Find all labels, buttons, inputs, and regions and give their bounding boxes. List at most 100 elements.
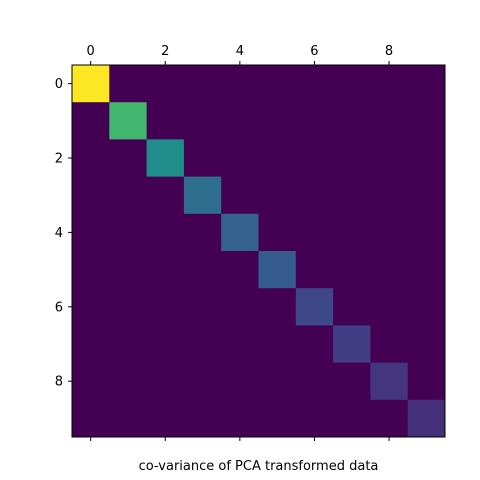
heatmap-cell-0-6 — [295, 65, 334, 103]
heatmap-cell-5-5 — [258, 251, 297, 289]
heatmap-cell-5-2 — [146, 251, 185, 289]
heatmap-cell-7-4 — [221, 325, 259, 364]
heatmap-cell-6-9 — [407, 288, 446, 326]
y-axis-ticks: 0 2 4 6 8 — [55, 77, 72, 390]
heatmap-cell-8-4 — [221, 362, 259, 401]
heatmap-cell-7-9 — [407, 325, 446, 364]
heatmap-cell-9-7 — [333, 399, 371, 438]
heatmap-cell-4-5 — [258, 213, 297, 252]
heatmap-cell-0-0 — [72, 65, 110, 103]
heatmap-cell-8-6 — [295, 362, 334, 401]
heatmap-cell-9-4 — [221, 399, 259, 438]
heatmap-cell-6-4 — [221, 288, 259, 326]
heatmap-cell-5-3 — [183, 251, 222, 289]
heatmap-cell-5-1 — [109, 251, 148, 289]
heatmap-cell-9-1 — [109, 399, 148, 438]
y-tick-label: 4 — [55, 226, 63, 241]
heatmap-cell-9-9 — [407, 399, 446, 438]
heatmap-cell-1-9 — [407, 102, 446, 140]
heatmap-cell-6-2 — [146, 288, 185, 326]
heatmap-cell-1-7 — [333, 102, 371, 140]
heatmap-cell-1-5 — [258, 102, 297, 140]
heatmap-cell-3-4 — [221, 176, 259, 215]
heatmap-cell-2-2 — [146, 139, 185, 178]
heatmap-cell-5-7 — [333, 251, 371, 289]
heatmap-cell-1-8 — [370, 102, 409, 140]
heatmap-cell-2-7 — [333, 139, 371, 178]
heatmap-cell-3-5 — [258, 176, 297, 215]
heatmap-cell-2-1 — [109, 139, 148, 178]
heatmap-cell-4-4 — [221, 213, 259, 252]
heatmap-cell-9-2 — [146, 399, 185, 438]
heatmap-cell-2-8 — [370, 139, 409, 178]
heatmap-cell-5-9 — [407, 251, 446, 289]
heatmap-cell-4-8 — [370, 213, 409, 252]
heatmap-cell-2-9 — [407, 139, 446, 178]
heatmap-cell-4-1 — [109, 213, 148, 252]
heatmap-cell-3-2 — [146, 176, 185, 215]
x-tick-label: 2 — [161, 44, 169, 59]
heatmap-cell-1-6 — [295, 102, 334, 140]
heatmap-cell-0-5 — [258, 65, 297, 103]
heatmap-cell-0-9 — [407, 65, 446, 103]
heatmap-cell-7-0 — [72, 325, 110, 364]
heatmap-cell-8-3 — [183, 362, 222, 401]
heatmap-cell-0-8 — [370, 65, 409, 103]
y-tick-label: 0 — [55, 77, 63, 92]
heatmap-cell-2-3 — [183, 139, 222, 178]
heatmap-cell-4-9 — [407, 213, 446, 252]
heatmap-cell-0-2 — [146, 65, 185, 103]
heatmap-cell-9-8 — [370, 399, 409, 438]
heatmap-cell-1-3 — [183, 102, 222, 140]
heatmap-cell-7-5 — [258, 325, 297, 364]
heatmap-cell-8-9 — [407, 362, 446, 401]
heatmap-cell-7-7 — [333, 325, 371, 364]
heatmap-cells — [72, 65, 446, 438]
heatmap-cell-8-8 — [370, 362, 409, 401]
heatmap-cell-4-2 — [146, 213, 185, 252]
heatmap-cell-8-1 — [109, 362, 148, 401]
heatmap-cell-4-0 — [72, 213, 110, 252]
heatmap-cell-2-6 — [295, 139, 334, 178]
heatmap-cell-9-3 — [183, 399, 222, 438]
heatmap-cell-0-7 — [333, 65, 371, 103]
heatmap-cell-6-1 — [109, 288, 148, 326]
heatmap-cell-3-3 — [183, 176, 222, 215]
heatmap-cell-4-6 — [295, 213, 334, 252]
heatmap-cell-3-8 — [370, 176, 409, 215]
heatmap-cell-3-9 — [407, 176, 446, 215]
x-axis-ticks: 0 2 4 6 8 — [87, 44, 393, 441]
heatmap-cell-3-6 — [295, 176, 334, 215]
heatmap-cell-9-0 — [72, 399, 110, 438]
x-tick-label: 8 — [385, 44, 393, 59]
heatmap-cell-4-7 — [333, 213, 371, 252]
heatmap-cell-5-8 — [370, 251, 409, 289]
y-tick-label: 8 — [55, 375, 63, 390]
heatmap-cell-1-2 — [146, 102, 185, 140]
heatmap-cell-5-0 — [72, 251, 110, 289]
heatmap-cell-2-0 — [72, 139, 110, 178]
heatmap-cell-6-6 — [295, 288, 334, 326]
heatmap-cell-6-3 — [183, 288, 222, 326]
heatmap-cell-7-3 — [183, 325, 222, 364]
heatmap-cell-6-7 — [333, 288, 371, 326]
x-tick-label: 4 — [236, 44, 244, 59]
heatmap-cell-7-8 — [370, 325, 409, 364]
y-tick-label: 6 — [55, 300, 63, 315]
heatmap-cell-7-2 — [146, 325, 185, 364]
heatmap-cell-2-4 — [221, 139, 259, 178]
heatmap-cell-9-6 — [295, 399, 334, 438]
heatmap-cell-8-0 — [72, 362, 110, 401]
heatmap-cell-3-0 — [72, 176, 110, 215]
heatmap-cell-8-5 — [258, 362, 297, 401]
x-tick-label: 6 — [310, 44, 318, 59]
x-axis-label: co-variance of PCA transformed data — [139, 459, 379, 474]
heatmap-cell-0-3 — [183, 65, 222, 103]
heatmap-cell-8-7 — [333, 362, 371, 401]
heatmap-cell-3-1 — [109, 176, 148, 215]
heatmap-cell-0-4 — [221, 65, 259, 103]
heatmap-cell-1-4 — [221, 102, 259, 140]
y-tick-label: 2 — [55, 152, 63, 167]
heatmap-cell-2-5 — [258, 139, 297, 178]
